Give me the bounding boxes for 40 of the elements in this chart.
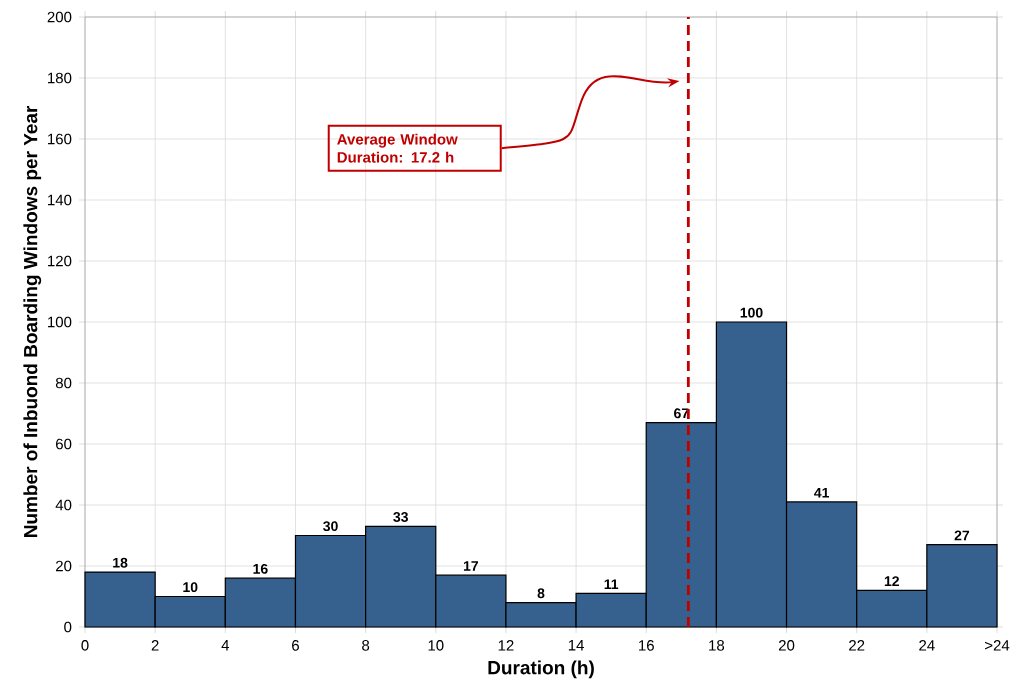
x-tick-label: >24 <box>985 640 1010 651</box>
data-label: 16 <box>253 563 268 574</box>
x-tick-label: 4 <box>221 640 230 651</box>
x-tick-label: 22 <box>849 640 865 651</box>
y-tick-label: 160 <box>48 133 72 145</box>
y-tick-label: 60 <box>56 438 72 450</box>
x-tick-label: 6 <box>292 640 299 651</box>
x-tick-label: 0 <box>81 640 89 651</box>
x-tick-label: 8 <box>362 640 370 651</box>
x-tick-label: 14 <box>568 640 584 651</box>
y-tick-label: 0 <box>64 621 72 633</box>
ref-line-label: Average Window Duration: 17.2 h <box>337 133 458 163</box>
x-tick-label: 18 <box>709 640 725 651</box>
data-label: 17 <box>463 561 478 571</box>
x-tick-label: 12 <box>498 640 514 651</box>
data-label: 8 <box>537 588 545 599</box>
data-label: 10 <box>183 582 198 593</box>
y-tick-label: 200 <box>47 11 72 23</box>
data-label: 33 <box>393 512 408 522</box>
y-tick-label: 80 <box>55 377 72 389</box>
data-label: 18 <box>113 557 128 568</box>
x-tick-label: 16 <box>639 640 654 651</box>
y-tick-label: 120 <box>48 255 72 267</box>
data-label: 100 <box>740 307 763 318</box>
data-label: 12 <box>884 576 899 586</box>
y-tick-label: 180 <box>48 72 72 84</box>
y-axis-title: Number of Inbuond Boarding Windows per Year <box>23 105 42 538</box>
data-label: 27 <box>954 530 970 541</box>
x-tick-label: 20 <box>778 640 795 651</box>
data-label: 30 <box>323 521 338 532</box>
y-tick-label: 140 <box>48 194 72 206</box>
x-tick-label: 10 <box>428 640 444 651</box>
x-tick-label: 2 <box>151 640 159 651</box>
data-label: 11 <box>604 579 619 590</box>
x-axis-title: Duration (h) <box>488 660 594 679</box>
y-tick-label: 20 <box>56 560 72 572</box>
y-tick-label: 100 <box>48 316 72 328</box>
data-label: 41 <box>814 487 830 498</box>
y-tick-label: 40 <box>55 499 72 511</box>
x-tick-label: 24 <box>919 640 935 651</box>
